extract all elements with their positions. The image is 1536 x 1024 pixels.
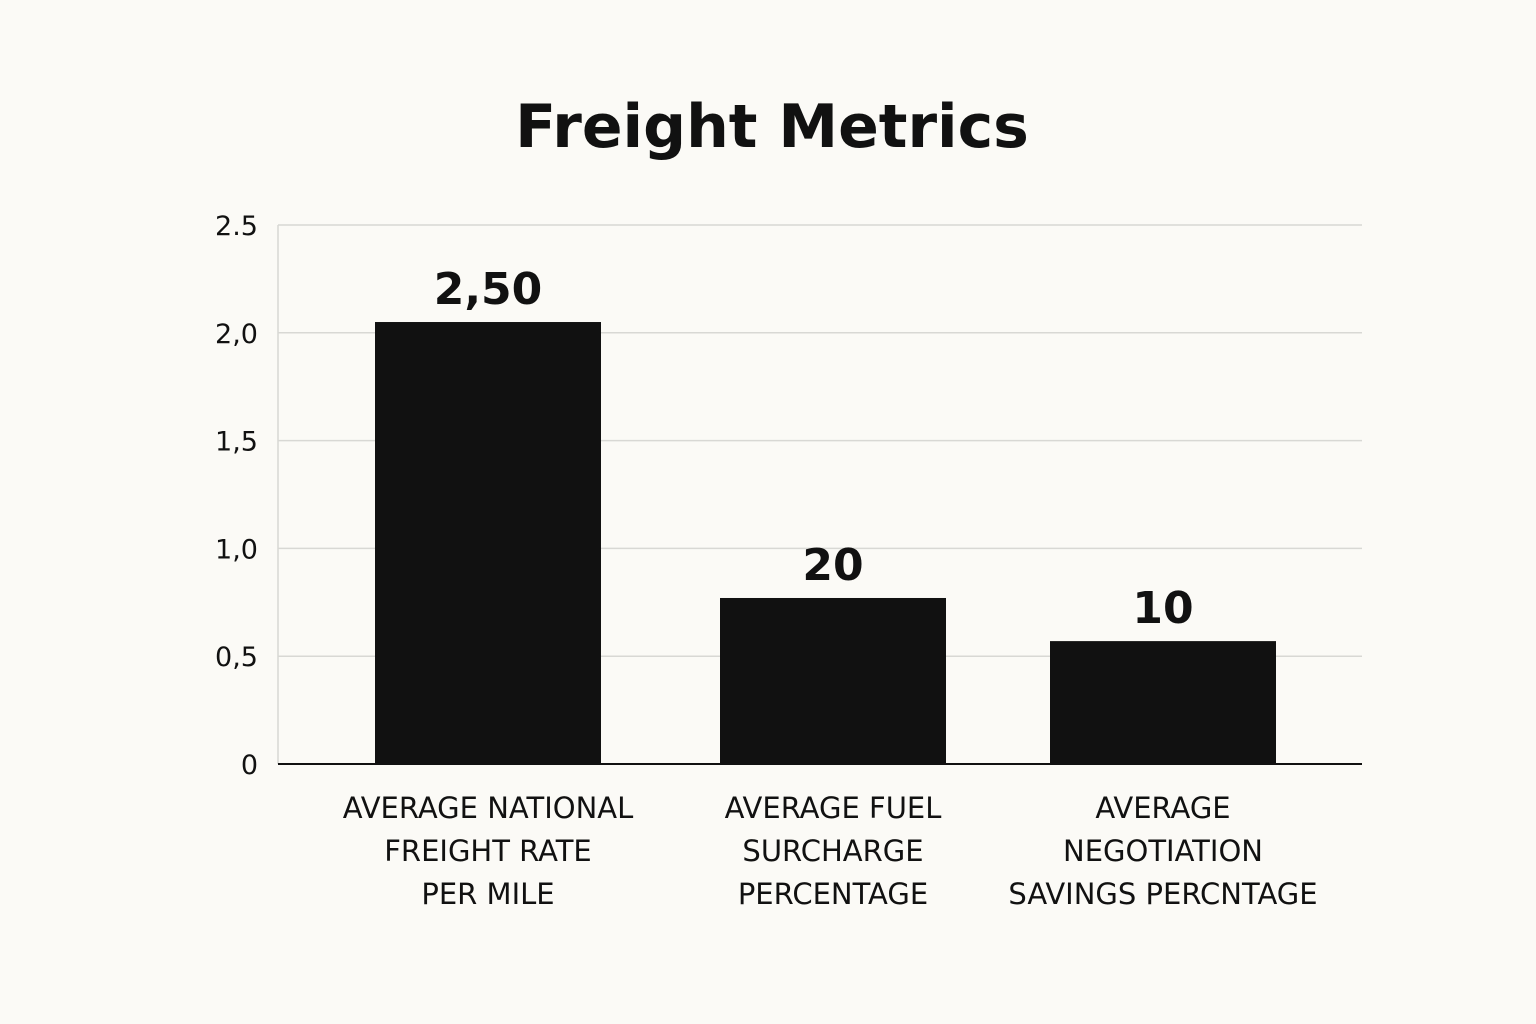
category-label: AVERAGE NEGOTIATION SAVINGS PERCNTAGE [1008, 791, 1317, 911]
y-tick-label: 1,5 [215, 427, 258, 458]
category-label-line: FREIGHT RATE [384, 834, 592, 868]
y-tick-label: 0,5 [215, 642, 258, 673]
category-label-line: PER MILE [421, 877, 554, 911]
category-label-line: SURCHARGE [742, 834, 923, 868]
bar [1050, 641, 1276, 764]
y-tick-label: 0 [241, 750, 258, 781]
x-axis-category-labels: AVERAGE NATIONAL FREIGHT RATE PER MILEAVER… [343, 791, 1318, 911]
y-axis-tick-labels: 0 0,5 1,0 1,5 2,0 2.5 [215, 211, 258, 781]
category-label: AVERAGE FUEL SURCHARGE PERCENTAGE [725, 791, 942, 911]
category-label-line: NEGOTIATION [1063, 834, 1263, 868]
bar [720, 597, 946, 764]
category-label-line: AVERAGE [1095, 791, 1230, 825]
category-label-line: SAVINGS PERCNTAGE [1008, 877, 1317, 911]
data-labels: 2,50 20 10 [434, 264, 1194, 634]
data-label: 10 [1132, 583, 1193, 634]
y-tick-label: 2,0 [215, 319, 258, 350]
category-label-line: PERCENTAGE [738, 877, 928, 911]
data-label: 20 [802, 540, 863, 591]
category-label: AVERAGE NATIONAL FREIGHT RATE PER MILE [343, 791, 634, 911]
data-label: 2,50 [434, 264, 543, 315]
y-tick-label: 1,0 [215, 534, 258, 565]
bars [375, 322, 1276, 764]
bar [375, 322, 601, 764]
x-axis [277, 225, 1362, 765]
category-label-line: AVERAGE NATIONAL [343, 791, 634, 825]
chart-title: Freight Metrics [515, 92, 1029, 162]
y-tick-label: 2.5 [215, 211, 258, 242]
category-label-line: AVERAGE FUEL [725, 791, 942, 825]
